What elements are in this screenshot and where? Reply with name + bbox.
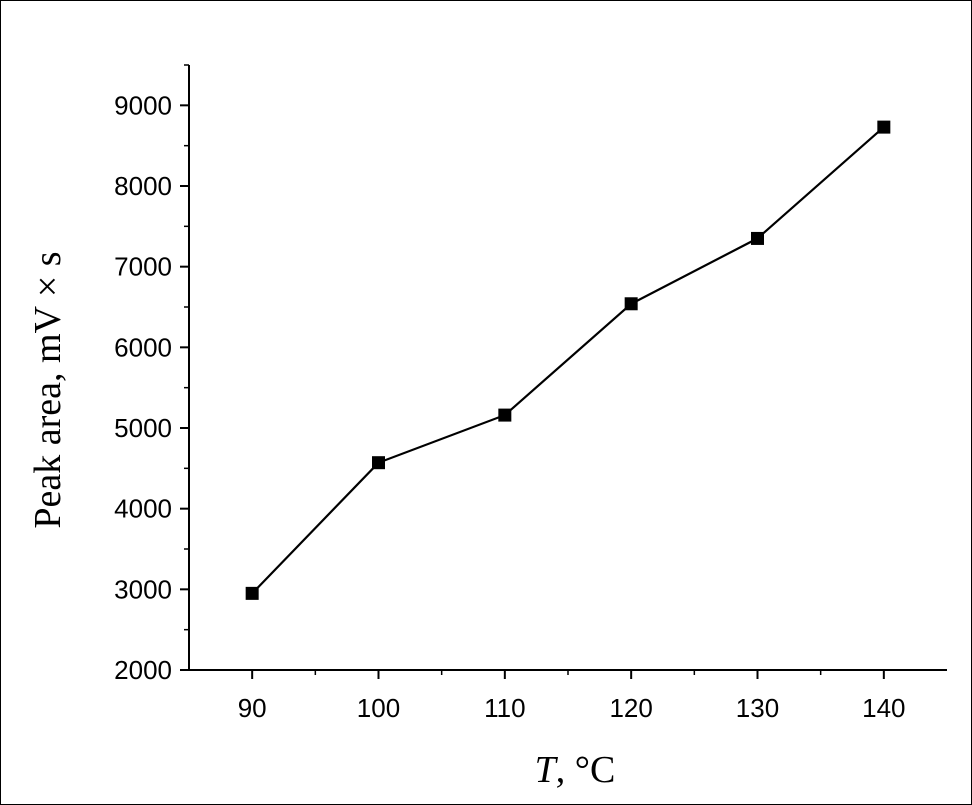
y-tick-label: 6000 bbox=[114, 332, 172, 362]
y-tick-label: 9000 bbox=[114, 90, 172, 120]
data-point-marker bbox=[498, 408, 512, 422]
data-point-marker bbox=[245, 586, 259, 600]
y-tick-label: 4000 bbox=[114, 494, 172, 524]
y-axis-ticks: 2000 3000 4000 5000 6000 7000 8000 9000 bbox=[114, 64, 189, 685]
x-tick-label: 110 bbox=[484, 693, 525, 723]
x-tick-label: 100 bbox=[357, 693, 400, 723]
series-group bbox=[245, 120, 891, 600]
data-point-marker bbox=[624, 297, 638, 311]
data-point-marker bbox=[877, 120, 891, 134]
y-axis-title: Peak area, mV × s bbox=[27, 251, 69, 528]
y-tick-label: 5000 bbox=[114, 413, 172, 443]
y-tick-label: 7000 bbox=[114, 252, 172, 282]
series-line bbox=[251, 126, 885, 595]
data-point-marker bbox=[372, 456, 385, 470]
x-tick-label: 140 bbox=[862, 693, 905, 723]
data-point-marker bbox=[751, 231, 764, 245]
y-tick-label: 8000 bbox=[114, 171, 172, 201]
x-axis-unit: , °C bbox=[556, 749, 616, 791]
axes bbox=[188, 65, 947, 671]
x-axis-ticks: 90 100 110 120 130 140 bbox=[238, 670, 906, 723]
y-tick-label: 2000 bbox=[114, 655, 172, 685]
x-tick-label: 90 bbox=[238, 693, 267, 723]
x-tick-label: 120 bbox=[609, 693, 652, 723]
x-axis-variable: T bbox=[535, 749, 559, 791]
x-tick-label: 130 bbox=[736, 693, 779, 723]
y-tick-label: 3000 bbox=[114, 574, 172, 604]
x-axis-title: T, °C bbox=[535, 749, 616, 791]
